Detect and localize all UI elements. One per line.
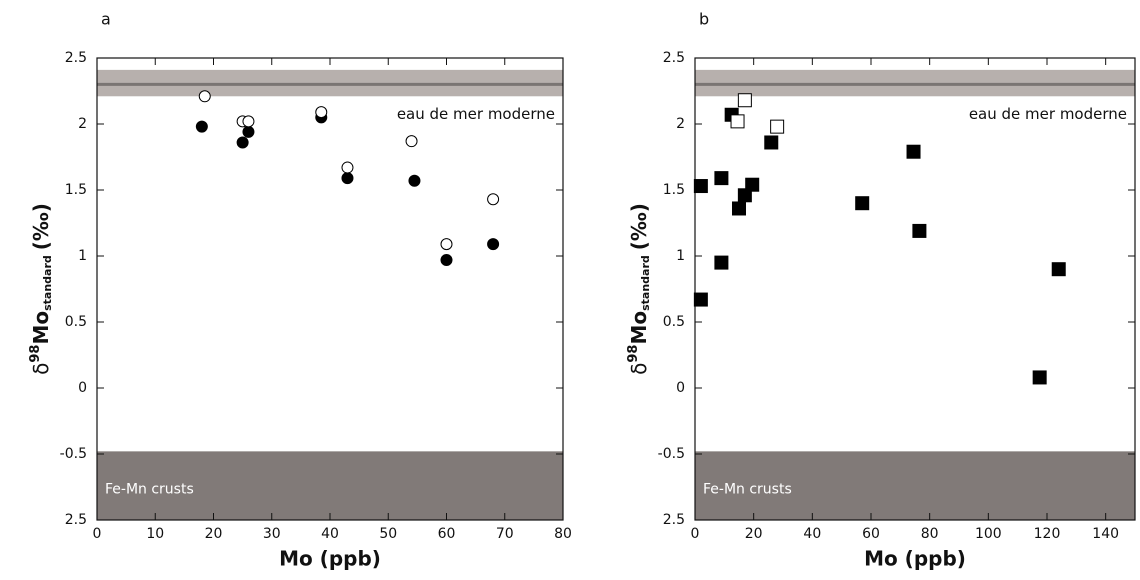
- x-tick-label: 60: [438, 526, 456, 542]
- y-title-main: Mo: [627, 311, 651, 345]
- x-tick-label: 0: [93, 526, 102, 542]
- y-tick-label: -0.5: [658, 446, 685, 462]
- panel-label: b: [699, 10, 709, 29]
- circle-marker: [487, 238, 500, 251]
- plot-frame: [96, 57, 564, 521]
- circle-marker: [487, 193, 500, 206]
- band-label: eau de mer moderne: [969, 105, 1127, 123]
- square-marker: [1051, 262, 1066, 277]
- y-tick-label: 2: [78, 116, 87, 132]
- x-tick-label: 0: [691, 526, 700, 542]
- circle-marker: [440, 253, 453, 266]
- y-tick-label: 0.5: [663, 314, 685, 330]
- x-tick-label: 140: [1092, 526, 1119, 542]
- square-marker: [912, 223, 927, 238]
- y-tick-label: 2.5: [663, 512, 685, 528]
- panel-label: a: [101, 10, 111, 29]
- circle-marker: [440, 238, 453, 251]
- x-tick-label: 80: [921, 526, 939, 542]
- circle-marker: [236, 136, 249, 149]
- x-tick-label: 10: [146, 526, 164, 542]
- square-marker: [714, 171, 729, 186]
- square-marker: [730, 114, 745, 129]
- square-marker: [693, 292, 708, 307]
- y-tick-label: 2.5: [65, 50, 87, 66]
- band: [695, 451, 1135, 520]
- band-label: Fe-Mn crusts: [105, 482, 194, 498]
- y-title-sup: 98: [28, 345, 43, 363]
- x-tick-label: 100: [975, 526, 1002, 542]
- x-tick-label: 70: [496, 526, 514, 542]
- y-tick-label: 0: [676, 380, 685, 396]
- x-tick-label: 40: [321, 526, 339, 542]
- square-marker: [770, 119, 785, 134]
- y-tick-label: 1.5: [663, 182, 685, 198]
- plot-frame: [694, 57, 1136, 521]
- y-tick-label: 1.5: [65, 182, 87, 198]
- y-axis-title: δ98Mostandard (‰): [28, 203, 55, 375]
- y-tick-label: 0.5: [65, 314, 87, 330]
- square-marker: [906, 144, 921, 159]
- circle-marker: [405, 135, 418, 148]
- circle-marker: [242, 115, 255, 128]
- x-tick-label: 20: [745, 526, 763, 542]
- x-tick-label: 30: [263, 526, 281, 542]
- circle-marker: [195, 120, 208, 133]
- circle-marker: [341, 172, 354, 185]
- band: [97, 451, 563, 520]
- y-tick-label: 2.5: [663, 50, 685, 66]
- band-label: eau de mer moderne: [397, 105, 555, 123]
- circle-marker: [242, 125, 255, 138]
- circle-marker: [408, 174, 421, 187]
- x-axis-title: Mo (ppb): [279, 547, 381, 571]
- x-tick-label: 40: [803, 526, 821, 542]
- circle-marker: [198, 90, 211, 103]
- square-marker: [737, 93, 752, 108]
- y-title-sub: standard: [639, 255, 652, 311]
- circle-marker: [341, 161, 354, 174]
- x-axis-title: Mo (ppb): [864, 547, 966, 571]
- band-label: Fe-Mn crusts: [703, 482, 792, 498]
- x-tick-label: 50: [379, 526, 397, 542]
- y-title-prefix: δ: [29, 363, 53, 375]
- y-tick-label: 1: [676, 248, 685, 264]
- square-marker: [1032, 370, 1047, 385]
- square-marker: [745, 177, 760, 192]
- x-tick-label: 60: [862, 526, 880, 542]
- y-title-sup: 98: [626, 345, 641, 363]
- y-title-sub: standard: [41, 255, 54, 311]
- square-marker: [737, 188, 752, 203]
- y-title-unit: (‰): [29, 203, 53, 250]
- square-marker: [764, 135, 779, 150]
- square-marker: [732, 201, 746, 216]
- y-tick-label: 1: [78, 248, 87, 264]
- x-tick-label: 80: [554, 526, 572, 542]
- x-tick-label: 20: [205, 526, 223, 542]
- square-marker: [714, 255, 729, 270]
- circle-marker: [315, 106, 328, 119]
- x-tick-label: 120: [1034, 526, 1061, 542]
- y-tick-label: -0.5: [60, 446, 87, 462]
- y-title-unit: (‰): [627, 203, 651, 250]
- y-tick-label: 0: [78, 380, 87, 396]
- y-axis-title: δ98Mostandard (‰): [626, 203, 653, 375]
- square-marker: [855, 196, 870, 211]
- square-marker: [693, 179, 708, 194]
- y-tick-label: 2: [676, 116, 685, 132]
- y-title-prefix: δ: [627, 363, 651, 375]
- y-title-main: Mo: [29, 311, 53, 345]
- y-tick-label: 2.5: [65, 512, 87, 528]
